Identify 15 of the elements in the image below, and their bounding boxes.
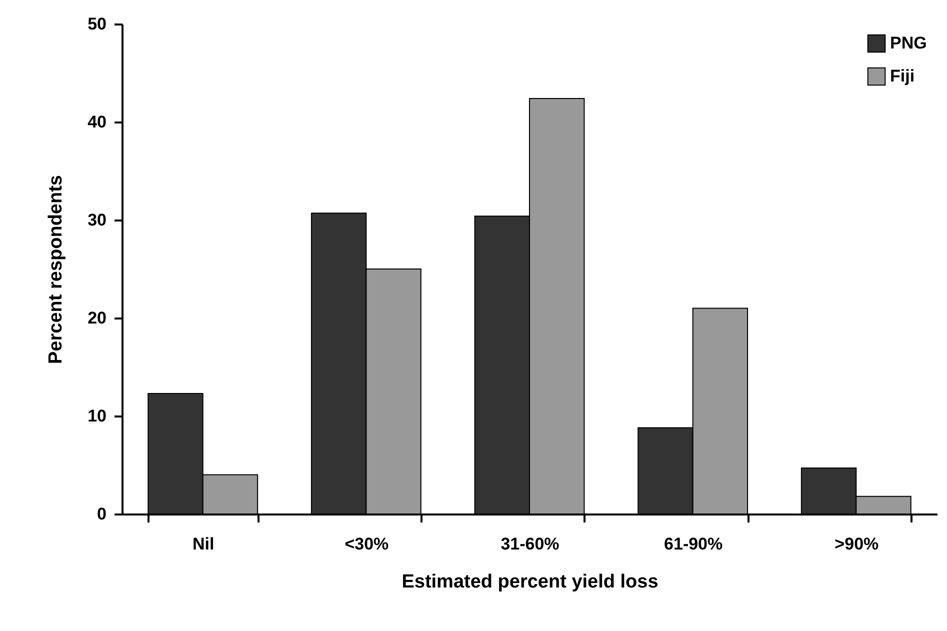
y-tick-label: 50 <box>88 14 106 34</box>
y-tick-label: 10 <box>88 406 106 426</box>
legend-label: PNG <box>890 34 927 52</box>
y-tick-label: 40 <box>88 112 106 132</box>
legend-label: Fiji <box>890 66 915 86</box>
y-tick-label: 20 <box>88 308 106 328</box>
y-tick-label: 30 <box>88 210 106 230</box>
x-tick-label: >90% <box>834 534 879 554</box>
x-axis-title: Estimated percent yield loss <box>402 572 658 592</box>
x-tick-label: 31-60% <box>500 534 560 554</box>
x-tick-label: <30% <box>344 534 389 554</box>
y-axis-title: Percent respondents <box>46 175 67 364</box>
x-tick-label: 61-90% <box>664 534 723 554</box>
y-tick-label: 0 <box>97 504 106 524</box>
x-tick-label: Nil <box>192 534 214 554</box>
